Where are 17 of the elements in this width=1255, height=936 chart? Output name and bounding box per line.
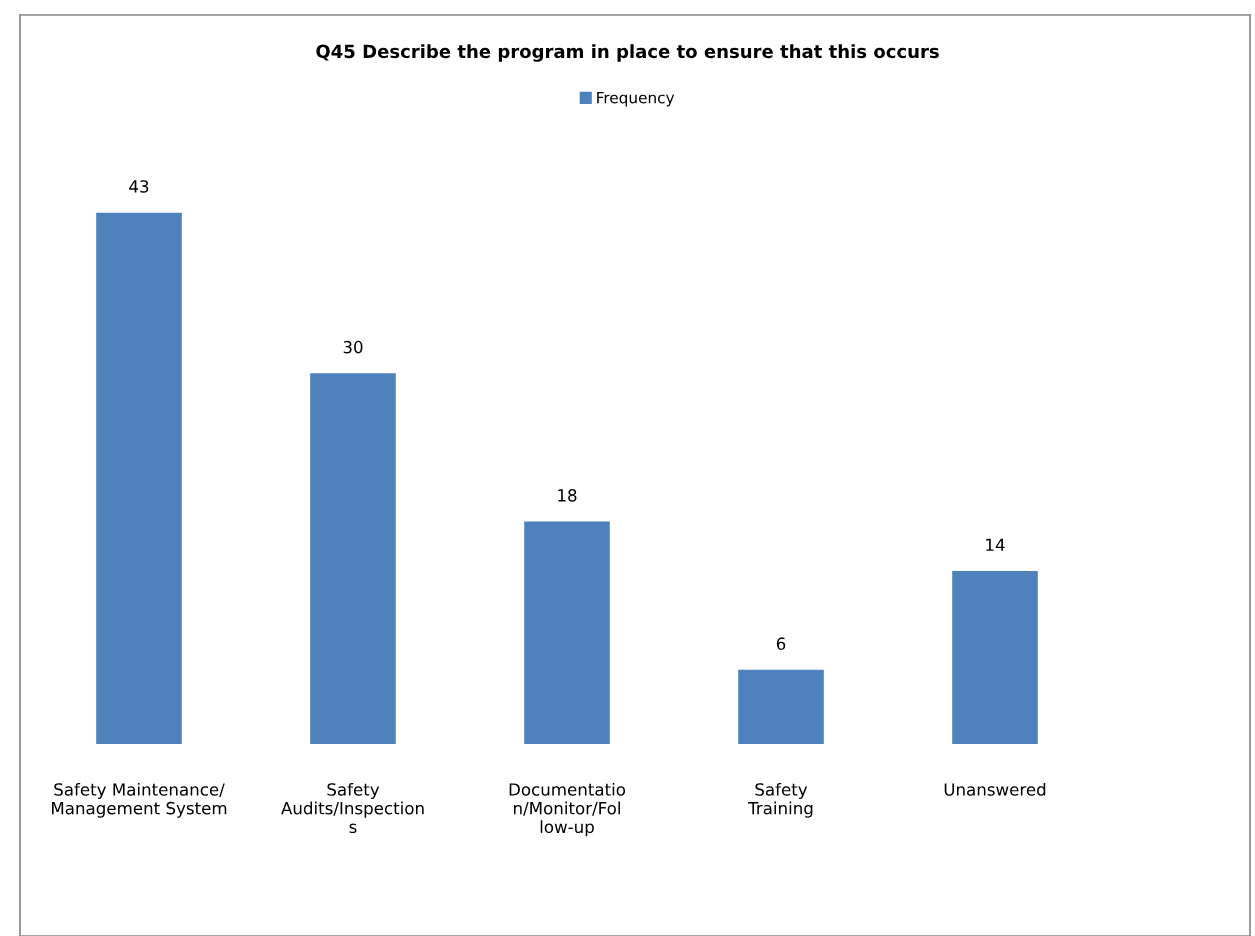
bar: [96, 212, 182, 744]
x-tick-label: Safety Audits/Inspection s: [281, 782, 424, 834]
data-label: 30: [343, 340, 363, 354]
x-tick-label: Documentatio n/Monitor/Fol low-up: [509, 782, 626, 837]
x-tick-label: Safety Maintenance/ Management System: [52, 782, 227, 818]
bar: [310, 373, 396, 744]
bar: [738, 669, 824, 744]
data-label: 18: [558, 489, 577, 502]
data-label: 43: [129, 180, 149, 193]
x-tick-label: Unanswered: [944, 782, 1046, 796]
data-label: 6: [776, 637, 786, 650]
data-label: 14: [986, 538, 1005, 551]
bar: [524, 521, 610, 744]
chart-title: Q45 Describe the program in place to ensure that this occurs: [316, 44, 939, 62]
legend-label: Frequency: [597, 92, 675, 107]
x-tick-label: Safety Training: [748, 782, 813, 818]
bar: [952, 571, 1038, 744]
